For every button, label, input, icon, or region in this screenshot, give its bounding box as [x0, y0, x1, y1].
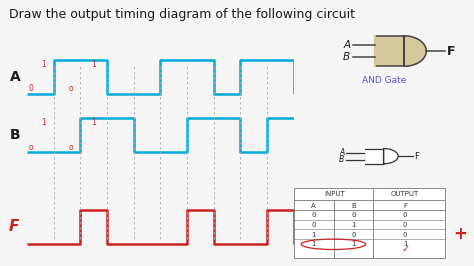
- Text: 0: 0: [403, 222, 408, 228]
- Text: o: o: [68, 143, 73, 152]
- Text: +: +: [453, 225, 467, 243]
- Text: 0: 0: [403, 232, 408, 238]
- Text: 0: 0: [351, 232, 356, 238]
- Text: B: B: [343, 52, 350, 62]
- Text: 0: 0: [311, 222, 316, 228]
- Text: 1: 1: [311, 232, 316, 238]
- Text: F: F: [403, 203, 407, 209]
- Text: B: B: [351, 203, 356, 209]
- Text: A: A: [311, 203, 316, 209]
- Bar: [375, 36, 404, 66]
- Text: 0: 0: [351, 212, 356, 218]
- Text: 0: 0: [28, 84, 33, 93]
- Text: 1: 1: [42, 118, 46, 127]
- Text: OUTPUT: OUTPUT: [391, 191, 419, 197]
- Text: A: A: [9, 70, 20, 84]
- Text: A: A: [339, 148, 345, 157]
- Text: 1: 1: [91, 118, 96, 127]
- Text: o: o: [68, 84, 73, 93]
- Text: B: B: [9, 128, 20, 142]
- Text: 1: 1: [403, 241, 408, 247]
- Text: F: F: [9, 219, 19, 235]
- Text: B: B: [339, 155, 345, 164]
- Text: 1: 1: [351, 222, 356, 228]
- Bar: [364, 148, 383, 164]
- Polygon shape: [404, 36, 426, 66]
- Text: 1: 1: [351, 241, 356, 247]
- Text: 1: 1: [311, 241, 316, 247]
- Text: 1: 1: [91, 60, 96, 69]
- Text: 1: 1: [42, 60, 46, 69]
- Text: ✓: ✓: [401, 244, 409, 254]
- Text: o: o: [28, 143, 33, 152]
- Text: F: F: [447, 45, 455, 57]
- Text: 0: 0: [403, 212, 408, 218]
- Polygon shape: [383, 148, 398, 164]
- Text: A: A: [343, 40, 350, 50]
- Text: INPUT: INPUT: [324, 191, 345, 197]
- Text: Draw the output timing diagram of the following circuit: Draw the output timing diagram of the fo…: [9, 8, 356, 21]
- Text: AND Gate: AND Gate: [362, 76, 406, 85]
- Text: F: F: [414, 152, 419, 161]
- Text: 0: 0: [311, 212, 316, 218]
